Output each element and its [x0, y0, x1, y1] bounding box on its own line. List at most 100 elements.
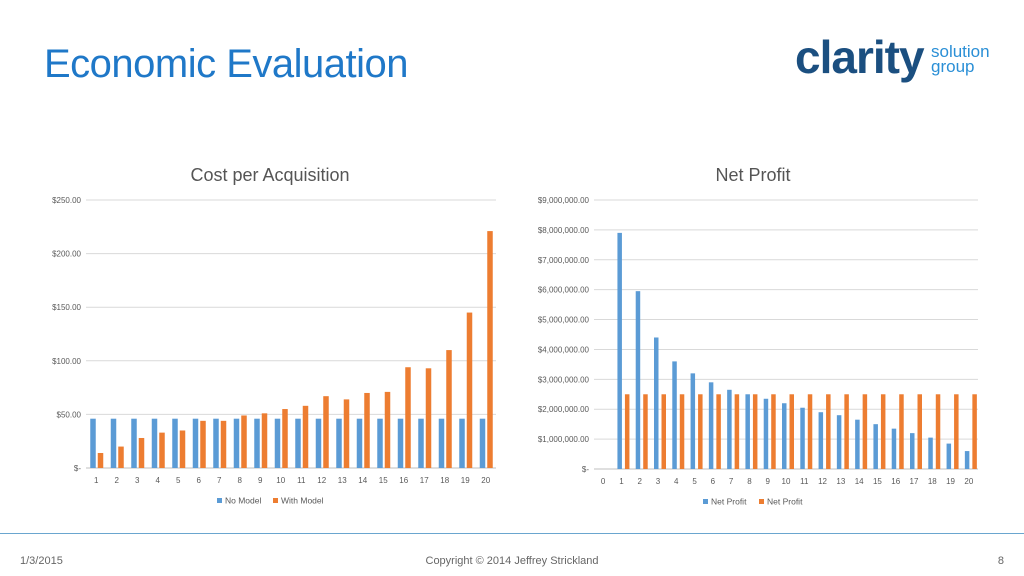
bar — [459, 418, 465, 468]
bar — [836, 415, 842, 469]
bar — [910, 433, 915, 469]
net-profit-chart: $- $1,000,000.00 $2,000,000.00 $3,000,000.0… — [538, 196, 978, 507]
bar — [698, 394, 703, 469]
x-tick-label: 14 — [855, 477, 864, 486]
x-tick-label: 9 — [258, 476, 263, 485]
legend-swatch — [703, 499, 708, 504]
bar — [891, 428, 897, 469]
bar — [405, 367, 411, 468]
footer-copyright: Copyright © 2014 Jeffrey Strickland — [425, 555, 599, 567]
y-tick-label: $- — [74, 464, 81, 473]
x-tick-label: 20 — [481, 476, 490, 485]
legend-swatch — [759, 499, 764, 504]
bar — [261, 413, 268, 468]
x-tick-label: 7 — [729, 477, 734, 486]
legend-label: With Model — [281, 496, 324, 506]
bar — [192, 418, 199, 468]
x-tick-label: 9 — [765, 477, 770, 486]
bar — [818, 412, 824, 469]
x-tick-label: 1 — [94, 476, 99, 485]
x-tick-label: 4 — [156, 476, 161, 485]
y-tick-label: $2,000,000.00 — [538, 405, 590, 414]
bar — [826, 394, 831, 469]
x-tick-label: 3 — [135, 476, 140, 485]
x-tick-label: 12 — [317, 476, 326, 485]
bar — [302, 405, 309, 468]
bar — [745, 394, 750, 469]
bar — [771, 394, 776, 469]
bar — [233, 418, 240, 468]
x-tick-label: 14 — [358, 476, 367, 485]
footer-date: 1/3/2015 — [20, 555, 63, 567]
bar — [364, 392, 370, 468]
legend-label: No Model — [225, 496, 261, 506]
y-tick-label: $5,000,000.00 — [538, 316, 590, 325]
footer-divider — [0, 533, 1024, 534]
bar — [295, 418, 301, 468]
bar — [807, 394, 813, 469]
bar — [90, 418, 96, 468]
x-tick-label: 20 — [964, 477, 973, 486]
bar — [356, 418, 363, 468]
x-tick-label: 18 — [440, 476, 449, 485]
bar — [487, 231, 493, 468]
bar — [343, 399, 350, 468]
logo-group: group — [931, 57, 975, 76]
x-tick-label: 0 — [601, 477, 606, 486]
page-title: Economic Evaluation — [44, 42, 409, 86]
bar — [159, 432, 165, 468]
legend-swatch — [273, 498, 278, 503]
cpa-chart: $-$50.00$100.00$150.00$200.00$250.001 2 3 4… — [52, 196, 496, 506]
bar — [425, 368, 432, 468]
legend-swatch — [217, 498, 222, 503]
bar — [446, 350, 452, 468]
x-tick-label: 11 — [297, 476, 306, 485]
bar — [397, 418, 404, 468]
clarity-logo: clarity solution group — [795, 30, 1015, 102]
x-tick-label: 17 — [420, 476, 429, 485]
bar — [716, 394, 721, 469]
y-tick-label: $7,000,000.00 — [538, 256, 590, 265]
bar — [964, 451, 970, 469]
bar — [466, 312, 473, 468]
bar — [241, 415, 247, 468]
y-tick-label: $4,000,000.00 — [538, 345, 590, 354]
bar — [880, 394, 886, 469]
x-tick-label: 19 — [946, 477, 955, 486]
bar — [643, 394, 648, 469]
x-tick-label: 13 — [338, 476, 347, 485]
x-tick-label: 8 — [238, 476, 243, 485]
y-tick-label: $3,000,000.00 — [538, 375, 590, 384]
bar — [97, 452, 104, 468]
x-tick-label: 2 — [115, 476, 120, 485]
bar — [690, 373, 696, 469]
bar — [624, 394, 630, 469]
x-tick-label: 13 — [836, 477, 845, 486]
bar — [118, 446, 124, 468]
bar — [654, 337, 659, 469]
x-tick-label: 16 — [891, 477, 900, 486]
bar — [899, 394, 904, 469]
bar — [151, 418, 158, 468]
x-tick-label: 4 — [674, 477, 679, 486]
bar — [138, 437, 145, 468]
bar — [377, 418, 383, 468]
x-tick-label: 6 — [197, 476, 202, 485]
bar — [220, 420, 227, 468]
bar — [213, 418, 219, 468]
bar — [928, 437, 933, 469]
bar — [200, 420, 206, 468]
x-tick-label: 10 — [276, 476, 285, 485]
bar — [282, 409, 288, 468]
bar — [954, 394, 959, 469]
y-tick-label: $250.00 — [52, 196, 81, 205]
x-tick-label: 3 — [656, 477, 661, 486]
bar — [617, 232, 622, 469]
x-tick-label: 8 — [747, 477, 752, 486]
bar — [179, 430, 186, 468]
bar — [418, 418, 424, 468]
bar — [917, 394, 922, 469]
bar — [844, 394, 849, 469]
y-tick-label: $1,000,000.00 — [538, 435, 590, 444]
legend-label: Net Profit — [767, 497, 803, 507]
